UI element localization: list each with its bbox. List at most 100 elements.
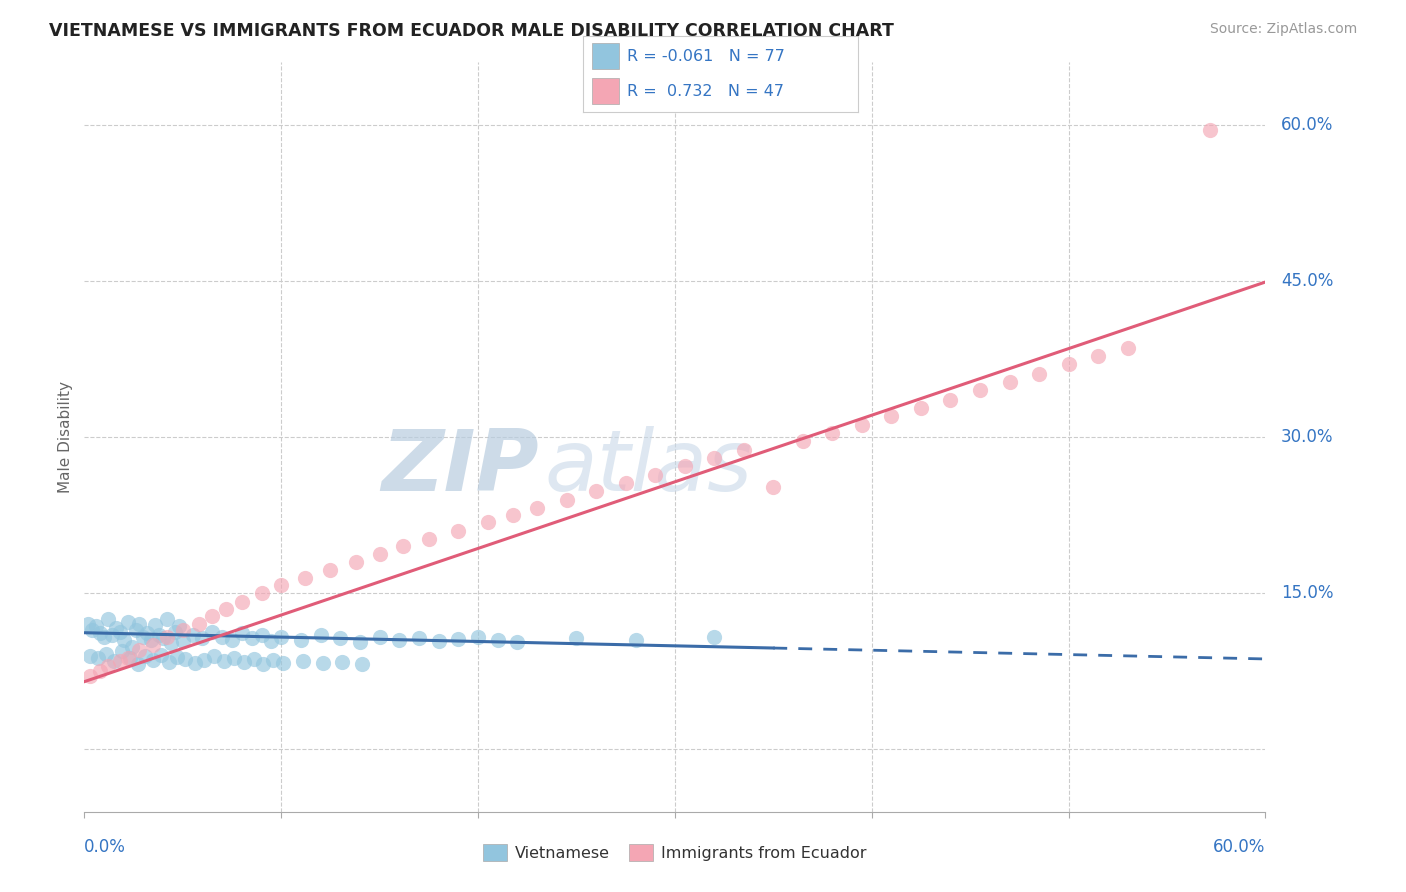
Point [166,649,188,664]
Point [344,555,367,569]
Point [183,656,205,670]
Point [201,609,224,624]
Point [408,631,430,645]
Point [187,617,209,632]
Point [89,664,111,679]
Point [103,654,125,668]
Point [502,508,524,523]
Point [294,571,316,585]
Point [270,630,292,644]
Point [821,425,844,440]
Point [792,434,814,449]
Point [526,500,548,515]
Point [128,643,150,657]
Point [118,650,141,665]
Point [89,625,111,640]
Point [260,634,283,648]
Text: R = -0.061   N = 77: R = -0.061 N = 77 [627,49,785,63]
Point [330,655,353,669]
Point [112,633,135,648]
Point [477,516,499,530]
Point [252,657,274,671]
Point [506,635,529,649]
Point [134,648,156,663]
Point [231,594,253,608]
Point [262,653,284,667]
Point [167,619,190,633]
Point [240,631,263,645]
Point [349,635,371,649]
Point [150,648,173,662]
Point [97,659,120,673]
Point [939,392,962,407]
Point [969,384,991,398]
Text: VIETNAMESE VS IMMIGRANTS FROM ECUADOR MALE DISABILITY CORRELATION CHART: VIETNAMESE VS IMMIGRANTS FROM ECUADOR MA… [49,22,894,40]
Text: 60.0%: 60.0% [1213,838,1265,855]
Point [172,634,194,648]
Point [212,654,235,668]
Point [447,524,470,538]
Point [447,632,470,646]
Point [309,628,332,642]
Point [82,623,104,637]
Point [703,450,725,465]
Point [201,624,224,639]
Point [555,492,578,507]
Point [427,634,450,648]
Text: 30.0%: 30.0% [1281,428,1334,446]
Point [673,459,696,474]
Point [121,640,143,655]
Point [250,586,273,600]
Text: 0.0%: 0.0% [84,838,127,855]
Point [94,647,117,661]
FancyBboxPatch shape [592,78,619,104]
Point [242,651,264,665]
Point [733,442,755,457]
Point [368,630,391,644]
Point [1057,357,1080,371]
Point [486,633,509,648]
Point [93,630,115,644]
Point [388,633,411,648]
Point [156,630,179,644]
Point [311,656,333,670]
Text: 15.0%: 15.0% [1281,584,1334,602]
Point [160,636,183,650]
Point [762,480,785,494]
Point [231,625,253,640]
Point [998,375,1021,389]
Point [117,615,139,630]
Point [585,484,607,499]
Point [87,650,110,665]
Point [221,633,243,648]
Point [148,628,170,642]
Point [418,532,440,546]
Point [644,467,666,482]
Point [368,547,391,561]
Point [136,625,159,640]
Point [156,612,179,626]
Point [703,630,725,644]
Point [141,633,163,648]
Text: ZIP: ZIP [381,425,538,508]
Point [84,619,107,633]
Point [202,648,225,663]
Point [880,409,903,424]
Point [250,628,273,642]
Point [232,655,254,669]
Point [319,563,342,577]
Point [565,631,588,645]
Point [270,578,292,592]
Point [1028,367,1050,381]
Y-axis label: Male Disability: Male Disability [58,381,73,493]
Point [152,631,174,645]
Point [79,669,101,683]
FancyBboxPatch shape [592,44,619,69]
Point [851,417,873,432]
Point [291,654,314,668]
Text: atlas: atlas [546,425,754,508]
Point [1116,341,1139,355]
Legend: Vietnamese, Immigrants from Ecuador: Vietnamese, Immigrants from Ecuador [477,838,873,867]
Text: 60.0%: 60.0% [1281,116,1333,134]
Point [215,602,238,616]
